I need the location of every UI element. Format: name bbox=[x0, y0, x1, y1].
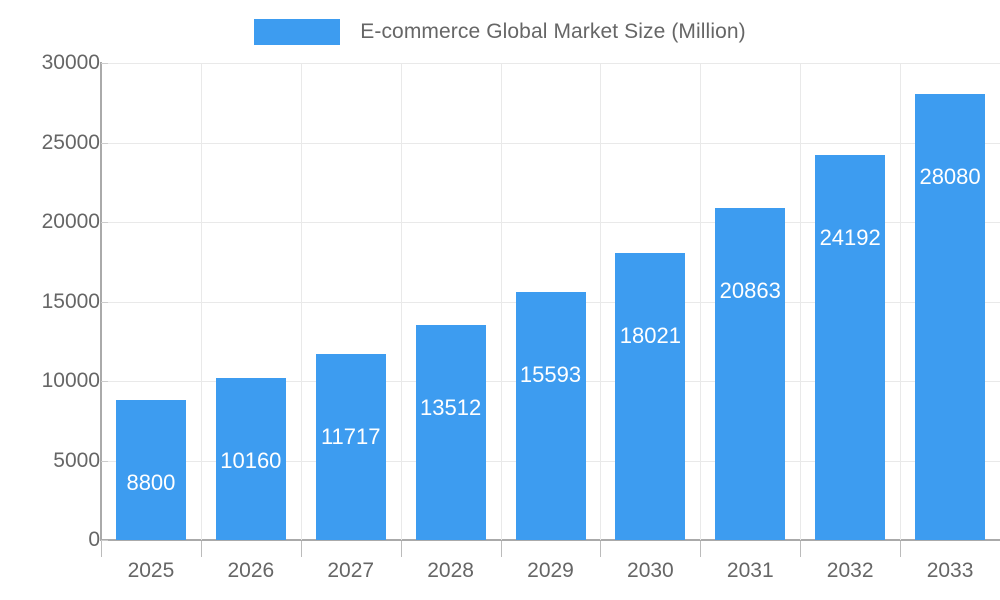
y-axis-tick-mark bbox=[101, 63, 108, 64]
y-axis-tick-mark bbox=[101, 381, 108, 382]
x-axis-tick-mark bbox=[401, 541, 402, 557]
x-axis-tick-mark bbox=[301, 541, 302, 557]
bar-2032[interactable] bbox=[815, 155, 886, 540]
vertical-gridline bbox=[301, 63, 302, 540]
vertical-gridline bbox=[700, 63, 701, 540]
bar-2029[interactable] bbox=[515, 292, 586, 540]
vertical-gridline bbox=[600, 63, 601, 540]
x-axis-tick-mark bbox=[800, 541, 801, 557]
x-axis-tick-label-2028: 2028 bbox=[427, 559, 474, 582]
y-axis-tick-labels: 0 5000 10000 15000 20000 25000 30000 bbox=[0, 0, 100, 600]
y-axis-tick-label: 25000 bbox=[41, 130, 100, 154]
vertical-gridline bbox=[800, 63, 801, 540]
bar-2025[interactable] bbox=[115, 400, 186, 540]
y-axis-tick-label: 15000 bbox=[41, 289, 100, 313]
y-axis-tick-mark bbox=[101, 222, 108, 223]
y-axis-tick-mark bbox=[101, 142, 108, 144]
bar-2026[interactable] bbox=[215, 378, 286, 540]
x-axis-tick-mark bbox=[101, 541, 102, 557]
y-axis-tick-label: 10000 bbox=[41, 369, 100, 392]
y-axis-tick-label: 20000 bbox=[41, 210, 100, 233]
legend-item-ecommerce-global-market-size[interactable]: E-commerce Global Market Size (Million) bbox=[254, 19, 746, 45]
x-axis-tick-label-2031: 2031 bbox=[726, 559, 774, 582]
bar-2033[interactable] bbox=[915, 93, 986, 540]
x-axis-tick-label-2029: 2029 bbox=[527, 559, 574, 582]
bar-2030[interactable] bbox=[615, 253, 686, 540]
y-axis-tick-label: 5000 bbox=[53, 448, 100, 472]
plot-area: 8800 10160 11717 13512 15593 18021 20863 24192 2… bbox=[101, 63, 1000, 541]
y-axis-tick-label: 30000 bbox=[41, 51, 100, 74]
x-axis-tick-mark bbox=[501, 541, 502, 557]
y-axis-tick-mark bbox=[101, 301, 108, 303]
x-axis-tick-mark bbox=[700, 541, 701, 557]
horizontal-gridline bbox=[101, 142, 1000, 144]
x-axis-tick-mark bbox=[900, 541, 901, 557]
vertical-gridline bbox=[501, 63, 502, 540]
y-axis-tick-mark bbox=[101, 540, 108, 541]
x-axis-tick-label-2032: 2032 bbox=[826, 559, 874, 582]
x-axis-tick-label-2033: 2033 bbox=[926, 559, 974, 582]
x-axis-line bbox=[100, 539, 1000, 541]
x-axis-tick-label-2025: 2025 bbox=[127, 559, 175, 582]
vertical-gridline bbox=[900, 63, 901, 540]
bar-2031[interactable] bbox=[715, 208, 786, 540]
y-axis-tick-label: 0 bbox=[88, 528, 100, 551]
x-axis-tick-mark bbox=[600, 541, 601, 557]
vertical-gridline bbox=[401, 63, 402, 540]
x-axis-tick-mark bbox=[201, 541, 202, 557]
x-axis-tick-label-2026: 2026 bbox=[227, 559, 275, 582]
vertical-gridline bbox=[201, 63, 202, 540]
legend-item-label: E-commerce Global Market Size (Million) bbox=[360, 20, 746, 43]
bar-2028[interactable] bbox=[415, 325, 486, 540]
horizontal-gridline bbox=[101, 222, 1000, 223]
horizontal-gridline bbox=[101, 63, 1000, 64]
chart-legend: E-commerce Global Market Size (Million) bbox=[0, 12, 1000, 52]
x-axis-tick-label-2027: 2027 bbox=[327, 559, 375, 582]
y-axis-tick-mark bbox=[101, 460, 108, 462]
x-axis-tick-label-2030: 2030 bbox=[627, 559, 674, 582]
legend-color-swatch-icon bbox=[254, 19, 341, 45]
bar-2027[interactable] bbox=[315, 353, 386, 540]
